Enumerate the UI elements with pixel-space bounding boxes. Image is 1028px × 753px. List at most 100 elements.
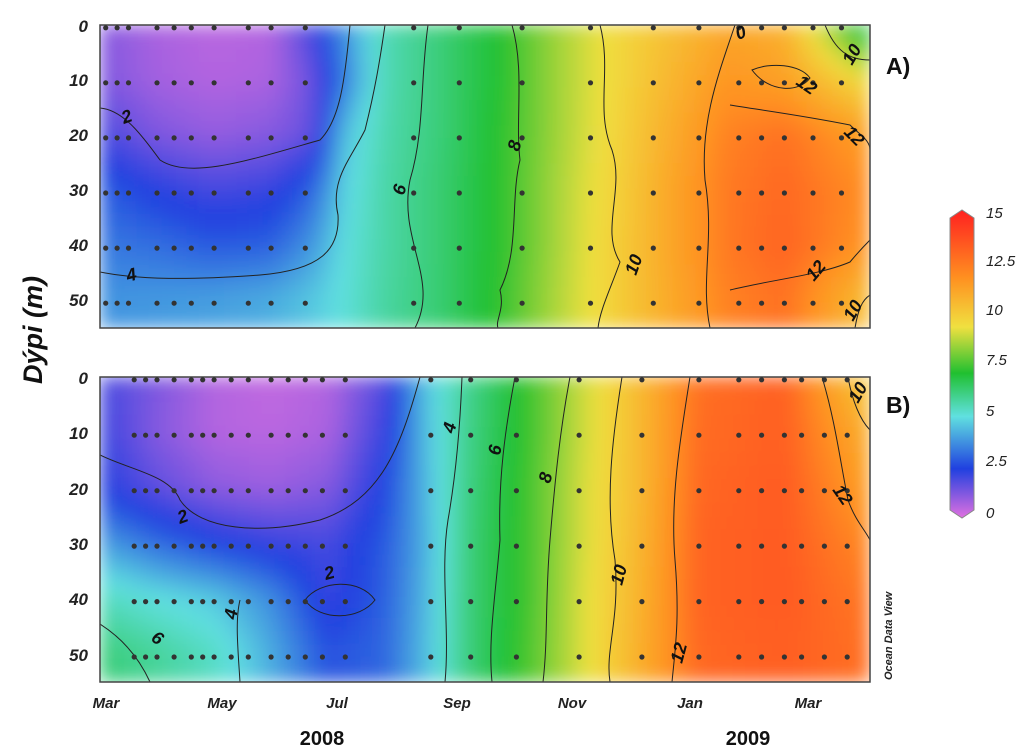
contour-line — [496, 25, 521, 328]
heatmap-cell — [844, 554, 859, 569]
heatmap-cell — [223, 668, 238, 682]
heatmap-cell — [695, 112, 710, 127]
sample-point — [131, 377, 137, 383]
heatmap-cell — [583, 25, 598, 39]
heatmap-cell — [807, 490, 821, 505]
heatmap-cell — [285, 112, 300, 127]
heatmap-cell — [459, 414, 474, 429]
heatmap-cell — [621, 490, 635, 505]
heatmap-cell — [596, 592, 610, 607]
heatmap-cell — [608, 138, 623, 152]
heatmap-cell — [770, 478, 784, 492]
heatmap-cell — [770, 554, 784, 569]
heatmap-cell — [385, 516, 399, 530]
panel-a-y-ticks: 0 10 20 30 40 50 — [68, 17, 88, 310]
heatmap-cell — [335, 541, 349, 556]
heatmap-cell — [323, 592, 337, 607]
heatmap-cell — [310, 656, 325, 670]
heatmap-cell — [782, 125, 796, 140]
heatmap-cell — [310, 163, 325, 178]
heatmap-cell — [124, 605, 138, 619]
heatmap-cell — [434, 465, 449, 480]
sample-point — [211, 377, 217, 383]
heatmap-cell — [559, 427, 573, 442]
heatmap-cell — [794, 389, 809, 403]
heatmap-cell — [459, 516, 474, 530]
heatmap-cell — [174, 37, 188, 51]
sample-point — [302, 377, 308, 383]
heatmap-cell — [857, 176, 870, 190]
heatmap-cell — [211, 414, 225, 429]
heatmap-cell — [347, 188, 362, 203]
heatmap-cell — [372, 377, 387, 391]
heatmap-cell — [161, 188, 176, 203]
heatmap-cell — [285, 579, 300, 594]
heatmap-cell — [857, 37, 870, 51]
heatmap-cell — [447, 213, 461, 228]
heatmap-cell — [236, 314, 250, 328]
heatmap-cell — [161, 592, 176, 607]
heatmap-cell — [633, 188, 647, 203]
heatmap-cell — [732, 554, 747, 569]
heatmap-cell — [273, 490, 287, 505]
heatmap-cell — [236, 427, 250, 442]
heatmap-cell — [496, 579, 511, 594]
heatmap-cell — [658, 264, 672, 279]
heatmap-cell — [857, 605, 870, 619]
heatmap-cell — [360, 389, 374, 403]
heatmap-cell — [248, 490, 262, 505]
heatmap-cell — [645, 643, 660, 658]
heatmap-cell — [236, 567, 250, 581]
heatmap-cell — [571, 150, 585, 165]
heatmap-cell — [186, 656, 200, 670]
heatmap-cell — [310, 579, 325, 594]
heatmap-cell — [372, 302, 387, 316]
heatmap-cell — [633, 465, 647, 480]
heatmap-cell — [695, 529, 710, 543]
heatmap-cell — [248, 516, 262, 530]
panel-a-contours — [100, 25, 870, 328]
heatmap-cell — [608, 643, 623, 658]
sample-point — [781, 25, 788, 31]
heatmap-cell — [174, 25, 188, 39]
heatmap-cell — [546, 62, 561, 77]
heatmap-cell — [559, 605, 573, 619]
heatmap-cell — [670, 541, 685, 556]
heatmap-cell — [260, 277, 275, 291]
heatmap-cell — [695, 277, 710, 291]
heatmap-cell — [708, 62, 722, 77]
heatmap-cell — [186, 414, 200, 429]
heatmap-cell — [857, 401, 870, 416]
heatmap-cell — [100, 302, 113, 316]
heatmap-cell — [596, 503, 610, 518]
heatmap-cell — [596, 579, 610, 594]
heatmap-cell — [100, 554, 113, 569]
heatmap-cell — [670, 188, 685, 203]
heatmap-cell — [385, 605, 399, 619]
heatmap-cell — [385, 289, 399, 304]
heatmap-cell — [310, 62, 325, 77]
heatmap-cell — [161, 541, 176, 556]
x-tick-label: Mar — [795, 695, 823, 712]
heatmap-cell — [100, 87, 113, 102]
heatmap-cell — [546, 554, 561, 569]
heatmap-cell — [385, 75, 399, 89]
heatmap-cell — [571, 277, 585, 291]
heatmap-cell — [198, 75, 213, 89]
heatmap-cell — [559, 125, 573, 140]
heatmap-cell — [149, 264, 163, 279]
heatmap-cell — [447, 289, 461, 304]
heatmap-cell — [149, 163, 163, 178]
heatmap-cell — [720, 503, 734, 518]
heatmap-cell — [372, 643, 387, 658]
heatmap-cell — [422, 163, 436, 178]
heatmap-cell — [621, 503, 635, 518]
heatmap-cell — [447, 605, 461, 619]
heatmap-cell — [484, 427, 498, 442]
heatmap-cell — [658, 630, 672, 645]
heatmap-cell — [335, 630, 349, 645]
heatmap-cell — [683, 100, 697, 114]
sample-point — [799, 488, 805, 494]
heatmap-cell — [310, 112, 325, 127]
sample-point — [245, 654, 251, 660]
